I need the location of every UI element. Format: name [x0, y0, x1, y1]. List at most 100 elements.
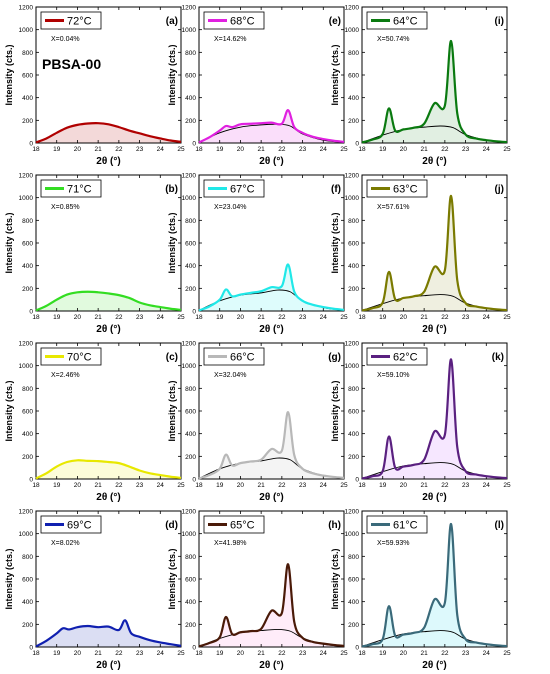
y-tick-label: 0	[29, 645, 33, 652]
x-tick-label: 19	[53, 146, 61, 153]
crystallinity-label: X=0.04%	[51, 36, 80, 43]
y-tick-label: 200	[22, 286, 33, 293]
x-tick-label: 25	[503, 146, 511, 153]
x-tick-label: 25	[177, 482, 185, 489]
x-tick-label: 21	[421, 146, 429, 153]
y-tick-label: 0	[192, 477, 196, 484]
y-tick-label: 400	[185, 263, 196, 270]
legend-label: 71°C	[67, 184, 92, 196]
y-tick-label: 1000	[182, 27, 197, 34]
crystallinity-label: X=59.10%	[377, 372, 410, 379]
y-axis-title: Intensity (cts.)	[4, 380, 14, 441]
x-tick-label: 21	[258, 314, 266, 321]
y-tick-label: 800	[22, 50, 33, 57]
panel-letter: (a)	[166, 16, 178, 27]
y-tick-label: 1000	[182, 363, 197, 370]
y-tick-label: 1200	[19, 173, 34, 180]
y-tick-label: 800	[348, 50, 359, 57]
x-tick-label: 21	[95, 650, 103, 657]
series-line	[198, 263, 345, 312]
legend-label: 69°C	[67, 520, 92, 532]
x-tick-label: 20	[237, 314, 245, 321]
x-axis-title: 2θ (°)	[422, 660, 446, 671]
x-tick-label: 23	[136, 482, 144, 489]
y-tick-label: 1200	[19, 341, 34, 348]
x-tick-label: 22	[441, 146, 449, 153]
x-tick-label: 20	[237, 146, 245, 153]
y-tick-label: 800	[22, 218, 33, 225]
x-tick-label: 19	[53, 314, 61, 321]
x-tick-label: 18	[358, 146, 366, 153]
y-axis-title: Intensity (cts.)	[167, 548, 177, 609]
y-tick-label: 400	[185, 599, 196, 606]
y-tick-label: 400	[22, 599, 33, 606]
x-tick-label: 18	[32, 482, 40, 489]
y-tick-label: 800	[22, 386, 33, 393]
y-tick-label: 1200	[345, 341, 360, 348]
x-tick-label: 22	[441, 314, 449, 321]
x-axis-title: 2θ (°)	[96, 156, 120, 167]
chart-panel: 0 200 400 600 800 1000 1200 18 19 20 21 22 23 24 25 63°…	[330, 173, 511, 336]
x-tick-label: 24	[320, 482, 328, 489]
y-tick-label: 600	[22, 241, 33, 248]
y-tick-label: 200	[348, 286, 359, 293]
y-tick-label: 400	[348, 431, 359, 438]
y-tick-label: 600	[22, 73, 33, 80]
x-tick-label: 19	[216, 146, 224, 153]
x-axis-title: 2θ (°)	[259, 492, 283, 503]
y-tick-label: 0	[355, 141, 359, 148]
panel-letter: (h)	[328, 520, 341, 531]
y-tick-label: 400	[348, 263, 359, 270]
y-tick-label: 600	[185, 241, 196, 248]
x-tick-label: 23	[136, 314, 144, 321]
y-tick-label: 1000	[19, 363, 34, 370]
y-tick-label: 200	[22, 454, 33, 461]
x-axis-title: 2θ (°)	[96, 660, 120, 671]
curve-glow	[199, 564, 344, 647]
x-tick-label: 24	[157, 650, 165, 657]
legend-box	[40, 515, 102, 534]
x-tick-label: 25	[177, 314, 185, 321]
y-tick-label: 1000	[345, 27, 360, 34]
x-tick-label: 23	[136, 146, 144, 153]
legend-label: 66°C	[230, 352, 255, 364]
x-tick-label: 19	[379, 650, 387, 657]
legend-box	[203, 347, 265, 366]
x-tick-label: 18	[358, 650, 366, 657]
y-tick-label: 1000	[345, 363, 360, 370]
crystallinity-label: X=32.04%	[214, 372, 247, 379]
x-tick-label: 23	[462, 650, 470, 657]
x-tick-label: 19	[53, 650, 61, 657]
x-tick-label: 21	[95, 314, 103, 321]
panel-letter: (g)	[328, 352, 341, 363]
x-tick-label: 23	[462, 314, 470, 321]
y-tick-label: 800	[185, 50, 196, 57]
chart-panel: 0 200 400 600 800 1000 1200 18 19 20 21 22 23 24 25 72°…	[4, 5, 185, 168]
panel-letter: (j)	[495, 184, 504, 195]
x-tick-label: 25	[340, 482, 348, 489]
y-tick-label: 1200	[182, 5, 197, 12]
x-tick-label: 22	[278, 482, 286, 489]
x-tick-label: 20	[400, 650, 408, 657]
y-axis-title: Intensity (cts.)	[167, 380, 177, 441]
curve-glow	[36, 620, 181, 647]
x-tick-label: 21	[258, 650, 266, 657]
legend-label: 64°C	[393, 16, 418, 28]
x-tick-label: 24	[157, 314, 165, 321]
legend-box	[40, 179, 102, 198]
y-tick-label: 800	[22, 554, 33, 561]
y-tick-label: 600	[348, 73, 359, 80]
y-tick-label: 0	[29, 141, 33, 148]
y-tick-label: 600	[348, 409, 359, 416]
chart-panel: 0 200 400 600 800 1000 1200 18 19 20 21 22 23 24 25 65°…	[167, 509, 348, 672]
panel-letter: (c)	[166, 352, 178, 363]
x-tick-label: 19	[216, 482, 224, 489]
y-tick-label: 800	[348, 386, 359, 393]
crystallinity-label: X=14.62%	[214, 36, 247, 43]
y-tick-label: 0	[192, 309, 196, 316]
y-tick-label: 1200	[19, 5, 34, 12]
series-line	[361, 522, 508, 648]
x-tick-label: 22	[441, 650, 449, 657]
y-axis-title: Intensity (cts.)	[4, 548, 14, 609]
x-tick-label: 20	[74, 146, 82, 153]
